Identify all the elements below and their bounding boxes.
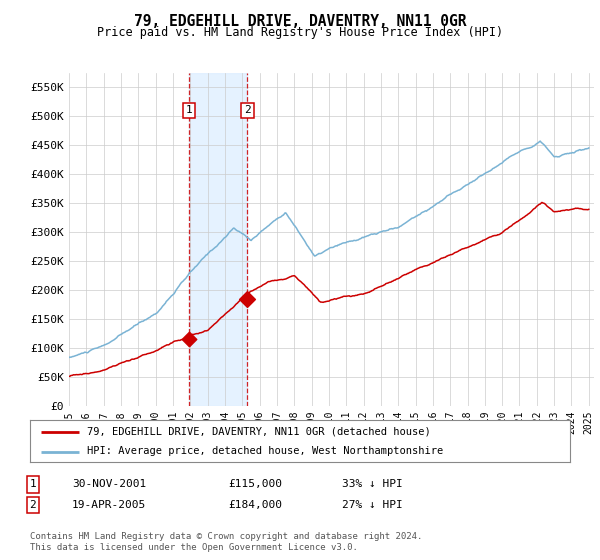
Point — [242, 295, 252, 304]
Text: 1: 1 — [29, 479, 37, 489]
Text: 2: 2 — [244, 105, 251, 115]
Text: 19-APR-2005: 19-APR-2005 — [72, 500, 146, 510]
Text: 2: 2 — [29, 500, 37, 510]
Text: Price paid vs. HM Land Registry's House Price Index (HPI): Price paid vs. HM Land Registry's House … — [97, 26, 503, 39]
Point — [184, 335, 194, 344]
Text: 79, EDGEHILL DRIVE, DAVENTRY, NN11 0GR (detached house): 79, EDGEHILL DRIVE, DAVENTRY, NN11 0GR (… — [86, 427, 430, 437]
Text: £115,000: £115,000 — [228, 479, 282, 489]
Text: 30-NOV-2001: 30-NOV-2001 — [72, 479, 146, 489]
Text: 1: 1 — [185, 105, 192, 115]
Text: HPI: Average price, detached house, West Northamptonshire: HPI: Average price, detached house, West… — [86, 446, 443, 456]
Bar — [189, 73, 247, 406]
Text: £184,000: £184,000 — [228, 500, 282, 510]
Text: Contains HM Land Registry data © Crown copyright and database right 2024.
This d: Contains HM Land Registry data © Crown c… — [30, 533, 422, 552]
Text: 33% ↓ HPI: 33% ↓ HPI — [342, 479, 403, 489]
Text: 27% ↓ HPI: 27% ↓ HPI — [342, 500, 403, 510]
Text: 79, EDGEHILL DRIVE, DAVENTRY, NN11 0GR: 79, EDGEHILL DRIVE, DAVENTRY, NN11 0GR — [134, 14, 466, 29]
